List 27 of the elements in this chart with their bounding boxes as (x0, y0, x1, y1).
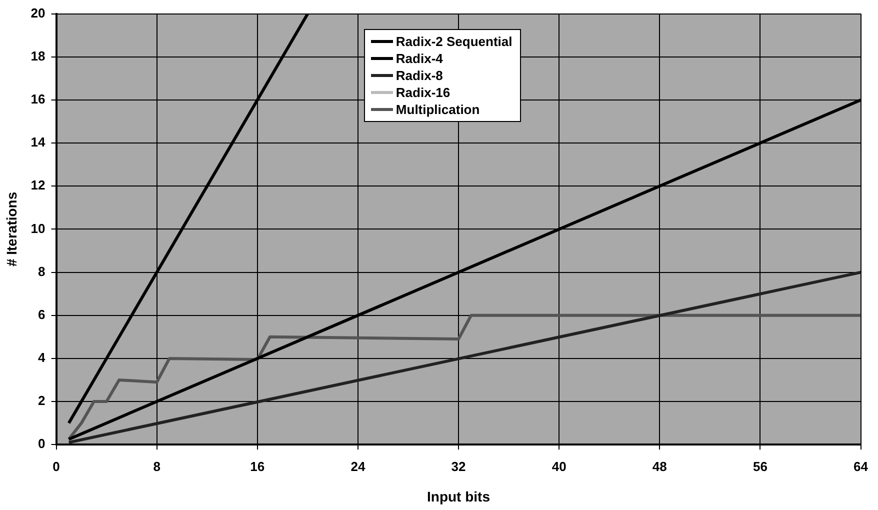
x-tick-label: 8 (153, 458, 160, 474)
legend-label: Radix-8 (396, 66, 443, 84)
legend-label: Radix-2 Sequential (396, 32, 512, 50)
x-tick-label: 40 (552, 458, 566, 474)
y-tick-label: 16 (30, 92, 46, 107)
y-axis-title: # Iterations (3, 192, 20, 267)
legend-label: Radix-16 (396, 84, 450, 101)
x-tick-label: 48 (652, 458, 667, 474)
y-tick-label: 2 (38, 393, 46, 408)
x-tick-label: 56 (752, 458, 768, 474)
y-tick-label: 14 (30, 134, 46, 150)
y-tick-label: 10 (30, 220, 46, 236)
x-tick-label: 64 (854, 458, 869, 474)
y-tick-label: 6 (38, 306, 46, 322)
y-tick-label: 8 (38, 264, 46, 279)
y-tick-label: 12 (30, 178, 46, 193)
x-axis-title: Input bits (427, 488, 490, 504)
y-tick-label: 20 (30, 5, 46, 20)
y-tick-label: 0 (38, 436, 46, 452)
x-tick-label: 24 (350, 458, 366, 474)
x-tick-label: 32 (451, 458, 466, 474)
x-tick-label: 0 (52, 458, 60, 474)
legend-label: Multiplication (396, 100, 480, 118)
legend-label: Radix-4 (396, 50, 443, 67)
x-tick-label: 16 (250, 458, 265, 474)
y-tick-label: 4 (38, 350, 46, 366)
y-tick-label: 18 (30, 48, 46, 64)
